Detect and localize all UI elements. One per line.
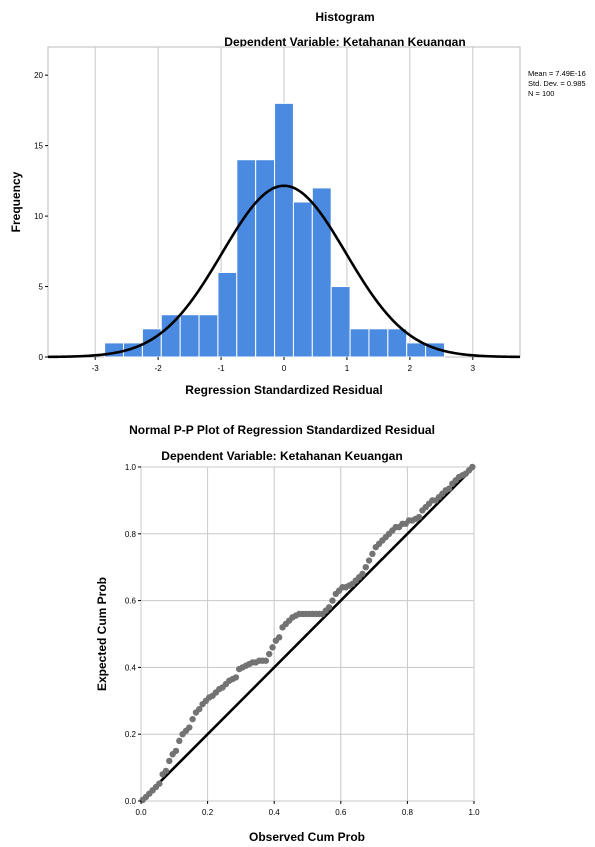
- pp-plot-point: [162, 767, 170, 775]
- pp-plot-point: [359, 570, 366, 578]
- histogram-bar: [198, 314, 219, 358]
- histogram-bar: [406, 342, 427, 358]
- histogram-bar: [274, 102, 294, 358]
- normal-curve: [47, 184, 521, 359]
- pp-plot-y-tick-label: 0.4: [125, 663, 137, 672]
- histogram-y-tick-label: 20: [34, 71, 43, 80]
- histogram-x-tick-label: -2: [155, 364, 163, 373]
- histogram-bar: [368, 328, 389, 358]
- pp-plot-x-axis-title: Observed Cum Prob: [249, 830, 365, 844]
- pp-plot-y-tick-label: 0.0: [125, 797, 137, 806]
- histogram-bar: [311, 187, 332, 358]
- stat-n: N = 100: [528, 89, 554, 98]
- histogram-bar: [179, 314, 200, 358]
- histogram-subtitle: Dependent Variable: Ketahanan Keuangan: [224, 35, 465, 49]
- pp-plot-title: Normal P-P Plot of Regression Standardiz…: [129, 423, 435, 437]
- pp-plot-point: [445, 485, 453, 492]
- pp-plot-x-tick-label: 1.0: [468, 808, 480, 817]
- pp-plot-point: [415, 513, 423, 521]
- histogram-bar: [330, 286, 351, 358]
- pp-plot-x-tick-label: 0.0: [135, 808, 147, 817]
- pp-plot-point: [232, 674, 240, 681]
- pp-plot-point: [189, 715, 196, 723]
- pp-plot-subtitle: Dependent Variable: Ketahanan Keuangan: [161, 449, 402, 463]
- histogram-x-tick-label: 3: [471, 364, 476, 373]
- pp-plot-point: [269, 644, 276, 651]
- histogram-x-tick-label: -1: [218, 364, 226, 373]
- histogram-x-tick-label: 2: [408, 364, 413, 373]
- pp-plot-y-tick-label: 0.2: [125, 730, 137, 739]
- pp-plot-x-tick-label: 0.4: [269, 808, 281, 817]
- histogram-x-axis-title: Regression Standardized Residual: [185, 383, 382, 397]
- histogram-bar: [387, 328, 408, 358]
- pp-plot-point: [369, 550, 376, 558]
- pp-plot-x-ticks: 0.0 0.2 0.4 0.6 0.8 1.0: [135, 801, 480, 817]
- pp-plot-point: [275, 634, 283, 641]
- stat-mean: Mean = 7.49E-16: [528, 69, 586, 78]
- histogram-y-axis-title: Frequency: [9, 171, 23, 232]
- pp-plot-chart: Normal P-P Plot of Regression Standardiz…: [95, 423, 480, 844]
- reference-line: [140, 466, 475, 802]
- pp-plot-point: [196, 705, 203, 713]
- pp-plot-y-tick-label: 1.0: [125, 463, 137, 472]
- histogram-bar: [217, 271, 238, 358]
- histogram-bar: [160, 314, 181, 358]
- pp-plot-point: [156, 780, 163, 787]
- pp-plot-y-tick-label: 0.6: [125, 597, 137, 606]
- histogram-chart: Histogram Dependent Variable: Ketahanan …: [9, 10, 586, 397]
- pp-plot-y-tick-label: 0.8: [125, 530, 137, 539]
- pp-plot-gridlines: [140, 466, 475, 802]
- histogram-bar: [292, 201, 313, 358]
- pp-plot-point: [172, 747, 180, 755]
- pp-plot-point: [325, 604, 333, 611]
- pp-plot-x-tick-label: 0.6: [335, 808, 347, 817]
- pp-plot-points: [139, 463, 476, 804]
- pp-plot-y-ticks: 0.0 0.2 0.4 0.6 0.8 1.0: [125, 463, 141, 806]
- histogram-x-tick-label: 1: [345, 364, 350, 373]
- histogram-x-ticks: -3 -2 -1 0 1 2 3: [92, 357, 476, 373]
- histogram-bar: [349, 328, 370, 358]
- pp-plot-point: [166, 757, 173, 765]
- histogram-x-tick-label: -3: [92, 364, 100, 373]
- pp-plot-point: [365, 557, 373, 564]
- stat-std-dev: Std. Dev. = 0.985: [528, 79, 586, 88]
- pp-plot-x-tick-label: 0.8: [402, 808, 414, 817]
- histogram-stats-box: Mean = 7.49E-16 Std. Dev. = 0.985 N = 10…: [528, 69, 586, 98]
- histogram-bars: [104, 102, 445, 358]
- pp-plot-point: [262, 657, 270, 664]
- histogram-x-tick-label: 0: [282, 364, 287, 373]
- pp-plot-point: [266, 650, 273, 658]
- histogram-title: Histogram: [315, 10, 374, 24]
- histogram-y-tick-label: 10: [34, 212, 43, 221]
- pp-plot-point: [469, 463, 476, 471]
- pp-plot-x-tick-label: 0.2: [202, 808, 214, 817]
- histogram-y-tick-label: 15: [34, 142, 43, 151]
- pp-plot-point: [176, 737, 183, 745]
- pp-plot-y-axis-title: Expected Cum Prob: [95, 577, 109, 691]
- pp-plot-point: [362, 564, 369, 571]
- histogram-y-tick-label: 0: [39, 353, 44, 362]
- histogram-y-tick-label: 5: [39, 283, 44, 292]
- pp-plot-point: [186, 724, 193, 731]
- histogram-bar: [236, 159, 257, 358]
- pp-plot-point: [329, 597, 336, 604]
- histogram-y-ticks: 0 5 10 15 20: [34, 71, 48, 362]
